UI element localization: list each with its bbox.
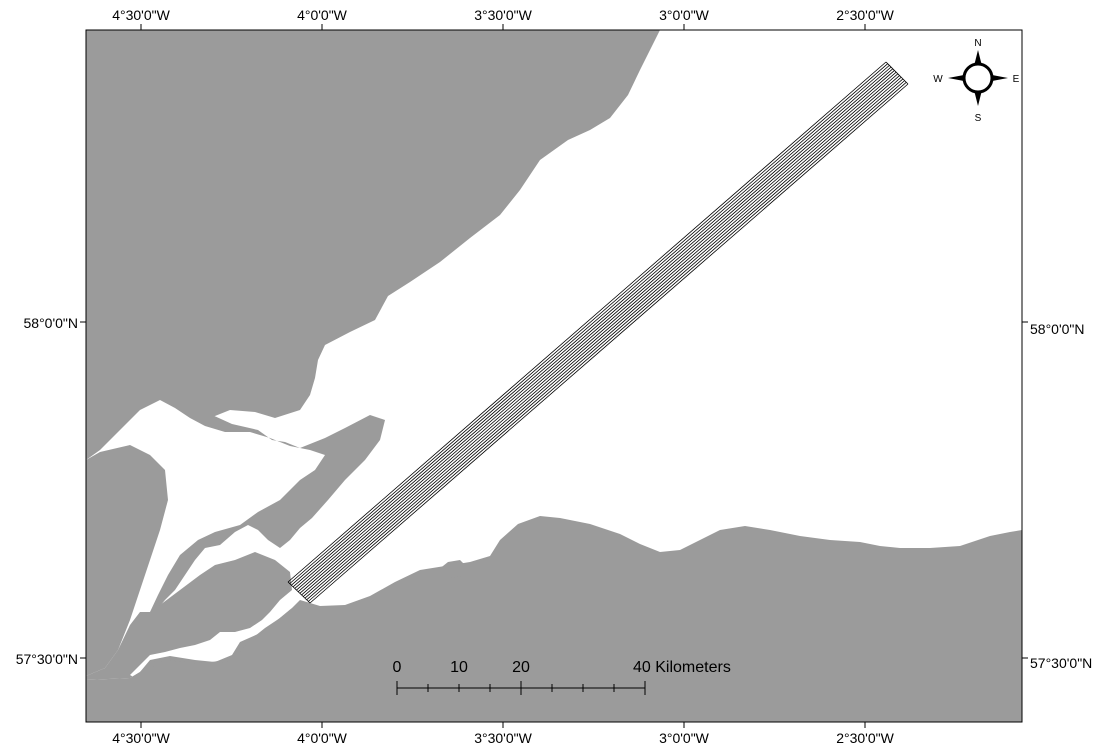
transect-line	[308, 82, 907, 602]
top-label-1: 4°30'0"W	[112, 7, 170, 23]
land-south-peninsula	[86, 552, 300, 680]
compass-rose: N S W E	[933, 38, 1019, 124]
compass-north: N	[974, 38, 981, 49]
transect-end-cap	[885, 61, 909, 85]
right-label-2: 57°30'0"N	[1030, 655, 1092, 671]
transect-line	[302, 76, 902, 597]
transect-line	[296, 70, 895, 591]
land-south	[86, 516, 1022, 722]
compass-east: E	[1013, 74, 1020, 85]
bottom-label-5: 2°30'0"W	[836, 730, 894, 746]
bottom-label-2: 4°0'0"W	[297, 730, 348, 746]
bottom-label-1: 4°30'0"W	[112, 730, 170, 746]
scale-label-10: 10	[450, 659, 468, 676]
transect-line	[289, 63, 888, 584]
transect-line	[294, 68, 894, 589]
transect-line	[291, 65, 890, 586]
land-southwest-inlet	[86, 445, 168, 676]
transect-line	[292, 66, 892, 588]
compass-south: S	[975, 113, 982, 124]
transect-line	[304, 78, 904, 599]
top-label-5: 2°30'0"W	[836, 7, 894, 23]
bottom-label-3: 3°30'0"W	[474, 730, 532, 746]
transect-line	[306, 80, 905, 601]
transect-line	[301, 75, 900, 596]
bottom-label-4: 3°0'0"W	[659, 730, 710, 746]
scale-label-0: 0	[393, 659, 402, 676]
left-label-1: 58°0'0"N	[24, 315, 79, 331]
scale-bar	[396, 681, 646, 695]
left-label-2: 57°30'0"N	[16, 651, 78, 667]
land-north	[86, 30, 660, 612]
transect-line	[287, 61, 887, 583]
transect-line	[309, 83, 909, 604]
right-label-1: 58°0'0"N	[1030, 321, 1085, 337]
graticule-ticks	[80, 24, 1028, 728]
top-label-4: 3°0'0"W	[659, 7, 710, 23]
transect-line	[299, 73, 899, 594]
compass-west: W	[933, 74, 943, 85]
scale-label-20: 20	[512, 659, 530, 676]
land-inlet-island	[438, 560, 468, 578]
top-label-2: 4°0'0"W	[297, 7, 348, 23]
transect-line	[297, 71, 897, 592]
transect-lines	[287, 61, 909, 604]
top-label-3: 3°30'0"W	[474, 7, 532, 23]
map-frame	[85, 29, 1023, 723]
scale-label-40: 40 Kilometers	[633, 659, 731, 676]
transect-end-cap	[287, 581, 311, 604]
